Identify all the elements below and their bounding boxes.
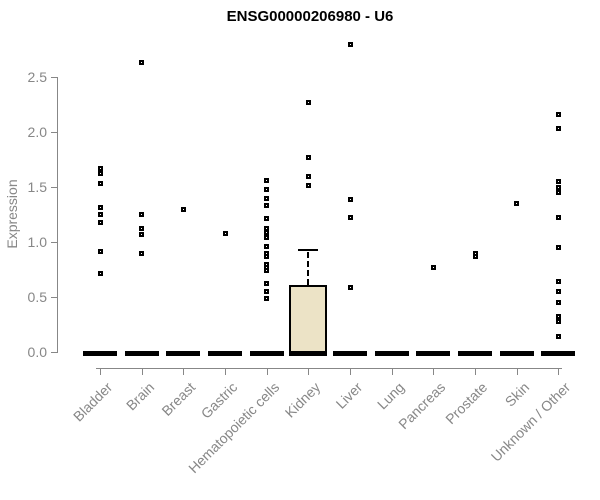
data-point [139, 251, 144, 256]
median-bar [250, 351, 284, 356]
data-point [306, 100, 311, 105]
data-point [98, 220, 103, 225]
data-point [98, 205, 103, 210]
median-bar [208, 351, 242, 356]
data-point [98, 171, 103, 176]
data-point [264, 178, 269, 183]
data-point [264, 196, 269, 201]
median-bar [375, 351, 409, 356]
data-point [98, 212, 103, 217]
data-point [98, 181, 103, 186]
x-tick [558, 368, 559, 375]
data-point [98, 271, 103, 276]
box [289, 285, 327, 355]
y-tick-label: 2.5 [27, 69, 47, 85]
median-bar [500, 351, 534, 356]
median-bar [289, 351, 327, 356]
data-point [556, 334, 561, 339]
y-tick-label: 1.0 [27, 234, 47, 250]
y-tick [51, 242, 57, 243]
x-tick [142, 368, 143, 375]
data-point [223, 231, 228, 236]
data-point [556, 179, 561, 184]
median-bar [458, 351, 492, 356]
data-point [264, 203, 269, 208]
data-point [514, 201, 519, 206]
data-point [306, 183, 311, 188]
y-axis-title: Expression [4, 179, 20, 249]
x-tick [475, 368, 476, 375]
x-tick [392, 368, 393, 375]
data-point [98, 166, 103, 171]
y-tick-label: 0.5 [27, 289, 47, 305]
x-tick [183, 368, 184, 375]
data-point [98, 249, 103, 254]
median-bar [333, 351, 367, 356]
data-point [306, 174, 311, 179]
data-point [556, 185, 561, 190]
data-point [348, 285, 353, 290]
y-tick [51, 352, 57, 353]
data-point [139, 212, 144, 217]
y-axis-line [57, 77, 58, 353]
data-point [139, 60, 144, 65]
whisker-cap [298, 249, 318, 251]
data-point [139, 232, 144, 237]
y-tick [51, 187, 57, 188]
data-point [264, 289, 269, 294]
data-point [306, 155, 311, 160]
chart-title: ENSG00000206980 - U6 [226, 8, 394, 25]
median-bar [83, 351, 117, 356]
x-tick [225, 368, 226, 375]
data-point [139, 226, 144, 231]
y-tick-label: 1.5 [27, 179, 47, 195]
data-point [556, 126, 561, 131]
data-point [473, 254, 478, 259]
data-point [264, 268, 269, 273]
y-tick-label: 0.0 [27, 344, 47, 360]
x-axis-line [96, 368, 562, 369]
data-point [348, 42, 353, 47]
data-point [556, 279, 561, 284]
y-tick [51, 132, 57, 133]
data-point [264, 254, 269, 259]
median-bar [125, 351, 159, 356]
data-point [264, 187, 269, 192]
x-tick [267, 368, 268, 375]
median-bar [541, 351, 575, 356]
x-tick [350, 368, 351, 375]
data-point [556, 289, 561, 294]
median-bar [166, 351, 200, 356]
data-point [556, 300, 561, 305]
data-point [431, 265, 436, 270]
data-point [348, 215, 353, 220]
y-tick-label: 2.0 [27, 124, 47, 140]
data-point [556, 112, 561, 117]
x-tick [517, 368, 518, 375]
x-tick [433, 368, 434, 375]
data-point [264, 281, 269, 286]
data-point [181, 207, 186, 212]
y-tick [51, 77, 57, 78]
x-tick [100, 368, 101, 375]
data-point [556, 190, 561, 195]
whisker-line [307, 252, 309, 285]
median-bar [416, 351, 450, 356]
data-point [264, 296, 269, 301]
data-point [264, 235, 269, 240]
data-point [264, 216, 269, 221]
x-tick [308, 368, 309, 375]
data-point [264, 230, 269, 235]
data-point [556, 245, 561, 250]
data-point [348, 197, 353, 202]
data-point [264, 244, 269, 249]
y-tick [51, 297, 57, 298]
data-point [556, 215, 561, 220]
data-point [556, 314, 561, 319]
data-point [556, 319, 561, 324]
